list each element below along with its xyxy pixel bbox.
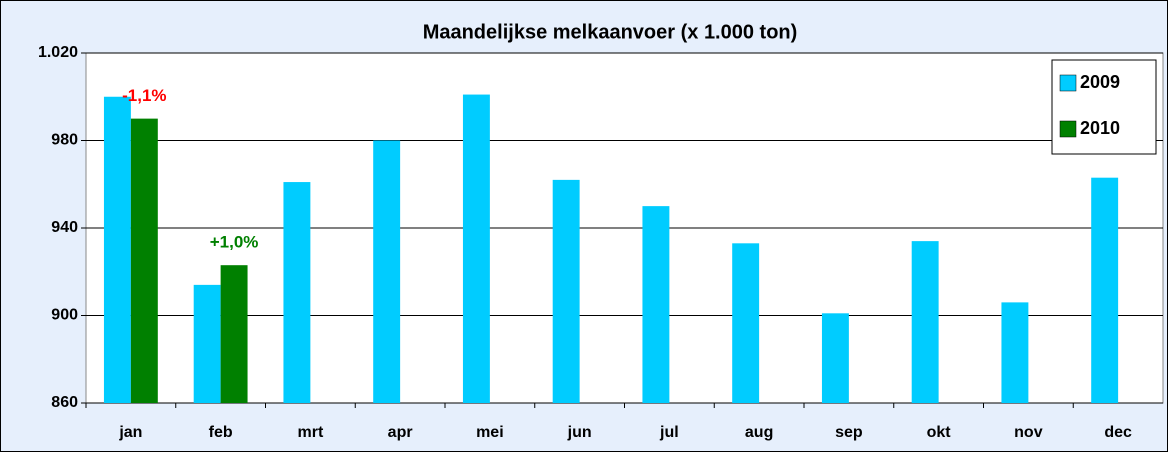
x-tick-label: feb: [209, 424, 233, 441]
bar: [1091, 177, 1119, 403]
x-tick-label: okt: [927, 424, 952, 441]
bar: [220, 265, 248, 403]
x-tick-label: aug: [745, 424, 773, 441]
bar: [462, 94, 490, 403]
bar: [821, 313, 849, 403]
x-tick-label: mei: [476, 424, 504, 441]
chart-title: Maandelijkse melkaanvoer (x 1.000 ton): [423, 21, 798, 43]
x-tick-label: mrt: [297, 424, 323, 441]
x-tick-label: nov: [1014, 424, 1043, 441]
bar: [103, 96, 131, 403]
bar: [373, 140, 401, 403]
annotation: +1,0%: [210, 233, 259, 252]
x-tick-label: dec: [1104, 424, 1132, 441]
bar: [283, 182, 311, 403]
y-tick-label: 940: [51, 219, 78, 236]
legend-swatch: [1059, 120, 1077, 138]
bar: [732, 243, 760, 403]
annotation: -1,1%: [122, 86, 166, 105]
x-tick-label: jul: [659, 424, 679, 441]
bar: [552, 179, 580, 403]
y-tick-label: 900: [51, 307, 78, 324]
y-tick-label: 1.020: [38, 44, 78, 61]
legend-swatch: [1059, 74, 1077, 92]
bar: [193, 284, 221, 403]
legend-label: 2010: [1080, 118, 1120, 138]
legend-label: 2009: [1080, 72, 1120, 92]
bar: [1001, 302, 1029, 403]
bar: [911, 241, 939, 403]
bar: [130, 118, 158, 403]
x-tick-label: jan: [118, 424, 142, 441]
bar: [642, 206, 670, 403]
x-tick-label: sep: [835, 424, 863, 441]
y-tick-label: 860: [51, 394, 78, 411]
y-tick-label: 980: [51, 132, 78, 149]
x-tick-label: apr: [388, 424, 413, 441]
x-tick-label: jun: [567, 424, 592, 441]
